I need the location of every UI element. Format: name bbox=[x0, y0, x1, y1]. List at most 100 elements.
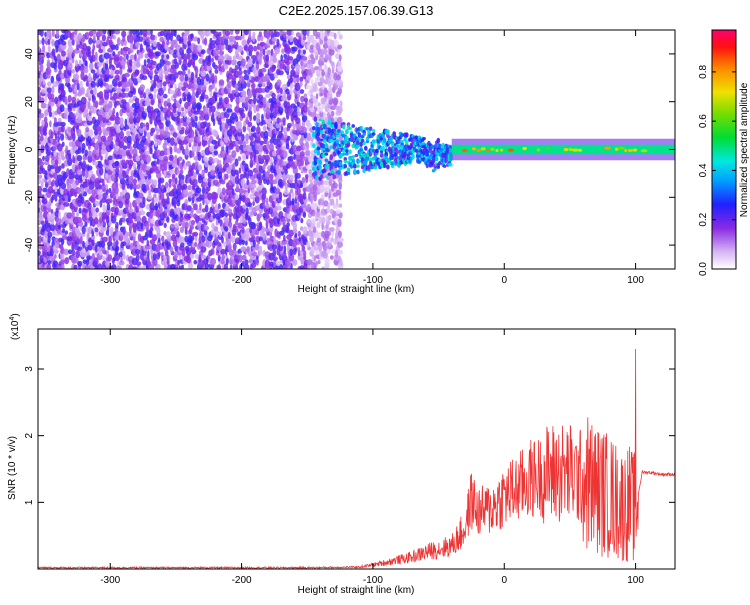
spectrogram-cell bbox=[156, 149, 161, 158]
spectrogram-cell bbox=[173, 98, 177, 104]
spectrogram-cell bbox=[187, 68, 191, 74]
spectrogram-cell bbox=[136, 61, 141, 68]
spectrogram-cell bbox=[318, 65, 323, 72]
spectrogram-cell bbox=[176, 188, 182, 197]
spectrogram-cell bbox=[85, 126, 90, 133]
spectrogram-cell bbox=[80, 71, 85, 81]
spectrogram-cell bbox=[108, 235, 112, 244]
spectrogram-cell bbox=[114, 74, 121, 80]
spectrogram-cell bbox=[627, 148, 633, 153]
spectrogram-cell bbox=[97, 189, 104, 195]
y-tick-label: 1 bbox=[24, 499, 35, 505]
spectrogram-cell bbox=[119, 66, 123, 76]
spectrogram-cell bbox=[316, 221, 321, 229]
spectrogram-cell bbox=[135, 253, 140, 262]
spectrogram-cell bbox=[315, 93, 319, 100]
spectrogram-cell bbox=[323, 134, 327, 140]
spectrogram-cell bbox=[237, 156, 242, 162]
spectrogram-cell bbox=[217, 111, 221, 119]
spectrogram-cell bbox=[130, 242, 134, 248]
spectrogram-cell bbox=[165, 131, 171, 138]
spectrogram-cell bbox=[257, 154, 263, 163]
spectrogram-cell bbox=[617, 146, 625, 150]
spectrogram-cell bbox=[264, 213, 270, 219]
spectrogram-cell bbox=[71, 210, 75, 219]
spectrogram-cell bbox=[228, 179, 233, 185]
spectrogram-cell bbox=[294, 232, 298, 238]
spectrogram-cell bbox=[72, 73, 80, 81]
spectrogram-cell bbox=[74, 226, 80, 234]
spectrogram-cell bbox=[148, 187, 152, 196]
spectrogram-cell bbox=[250, 183, 257, 189]
spectrogram-cell bbox=[122, 46, 129, 52]
spectrogram-cell bbox=[228, 215, 232, 223]
spectrogram-cell bbox=[116, 87, 122, 95]
spectrogram-cell bbox=[172, 132, 178, 138]
spectrogram-cell bbox=[138, 168, 143, 177]
spectrogram-cell bbox=[252, 34, 256, 42]
spectrogram-cell bbox=[221, 196, 225, 203]
spectrogram-cell bbox=[283, 132, 288, 139]
spectrogram-cell bbox=[307, 229, 313, 237]
spectrogram-cell bbox=[190, 96, 196, 105]
spectrogram-cell bbox=[122, 217, 126, 223]
spectrogram-cell bbox=[98, 91, 104, 100]
spectrogram-cell bbox=[285, 225, 290, 234]
y-tick-label: -40 bbox=[24, 237, 35, 252]
spectrogram-cell bbox=[72, 155, 75, 162]
spectrogram-cell bbox=[188, 142, 192, 148]
spectrogram-cell bbox=[207, 186, 211, 192]
spectrogram-cell bbox=[285, 43, 290, 53]
spectrogram-cell bbox=[179, 97, 182, 105]
spectrogram-cell bbox=[179, 169, 184, 175]
spectrogram-cell bbox=[285, 88, 290, 95]
spectrogram-cell bbox=[176, 115, 181, 125]
spectrogram-cell bbox=[152, 258, 158, 267]
spectrogram-cell bbox=[382, 137, 387, 144]
spectrogram-cell bbox=[163, 93, 168, 99]
spectrogram-cell bbox=[80, 136, 86, 142]
spectrogram-cell bbox=[272, 52, 277, 58]
spectrogram-cell bbox=[315, 250, 318, 256]
spectrogram-cell bbox=[297, 179, 301, 185]
spectrogram-cell bbox=[47, 231, 53, 238]
spectrogram-cell bbox=[324, 175, 329, 179]
spectrogram-cell bbox=[42, 79, 46, 85]
spectrogram-cell bbox=[365, 157, 370, 162]
x-tick-label: -200 bbox=[232, 575, 252, 586]
spectrogram-cell bbox=[330, 237, 334, 242]
spectrogram-cell bbox=[294, 247, 298, 252]
spectrogram-cell bbox=[159, 80, 163, 89]
colorbar-tick-label: 0.8 bbox=[698, 64, 709, 78]
spectrogram-cell bbox=[143, 92, 147, 99]
spectrogram-cell bbox=[84, 221, 88, 228]
spectrogram-cell bbox=[281, 48, 286, 54]
spectrogram-cell bbox=[371, 129, 376, 133]
spectrogram-cell bbox=[178, 156, 183, 162]
spectrogram-cell bbox=[144, 53, 149, 59]
spectrogram-cell bbox=[165, 181, 169, 189]
spectrogram-cell bbox=[255, 87, 259, 93]
spectrogram-cell bbox=[359, 125, 363, 131]
spectrogram-cell bbox=[398, 149, 403, 154]
spectrogram-cell bbox=[47, 38, 51, 46]
spectrogram-cell bbox=[329, 208, 334, 215]
spectrogram-cell bbox=[79, 80, 83, 90]
spectrogram-cell bbox=[221, 65, 225, 70]
spectrogram-cell bbox=[237, 139, 244, 145]
spectrogram-cell bbox=[90, 69, 96, 74]
spectrogram-cell bbox=[204, 204, 209, 213]
spectrogram-cell bbox=[178, 265, 182, 269]
spectrogram-cell bbox=[332, 174, 337, 180]
spectrogram-cell bbox=[180, 242, 185, 248]
spectrogram-cell bbox=[191, 207, 194, 213]
spectrogram-cell bbox=[285, 112, 290, 120]
spectrogram-cell bbox=[296, 187, 301, 196]
spectrogram-cell bbox=[100, 240, 106, 248]
spectrogram-cell bbox=[162, 81, 167, 87]
spectrogram-cell bbox=[124, 192, 131, 201]
spectrogram-cell bbox=[334, 160, 338, 164]
spectrogram-cell bbox=[266, 237, 270, 243]
spectrogram-cell bbox=[240, 58, 246, 67]
spectrogram-cell bbox=[381, 134, 386, 138]
